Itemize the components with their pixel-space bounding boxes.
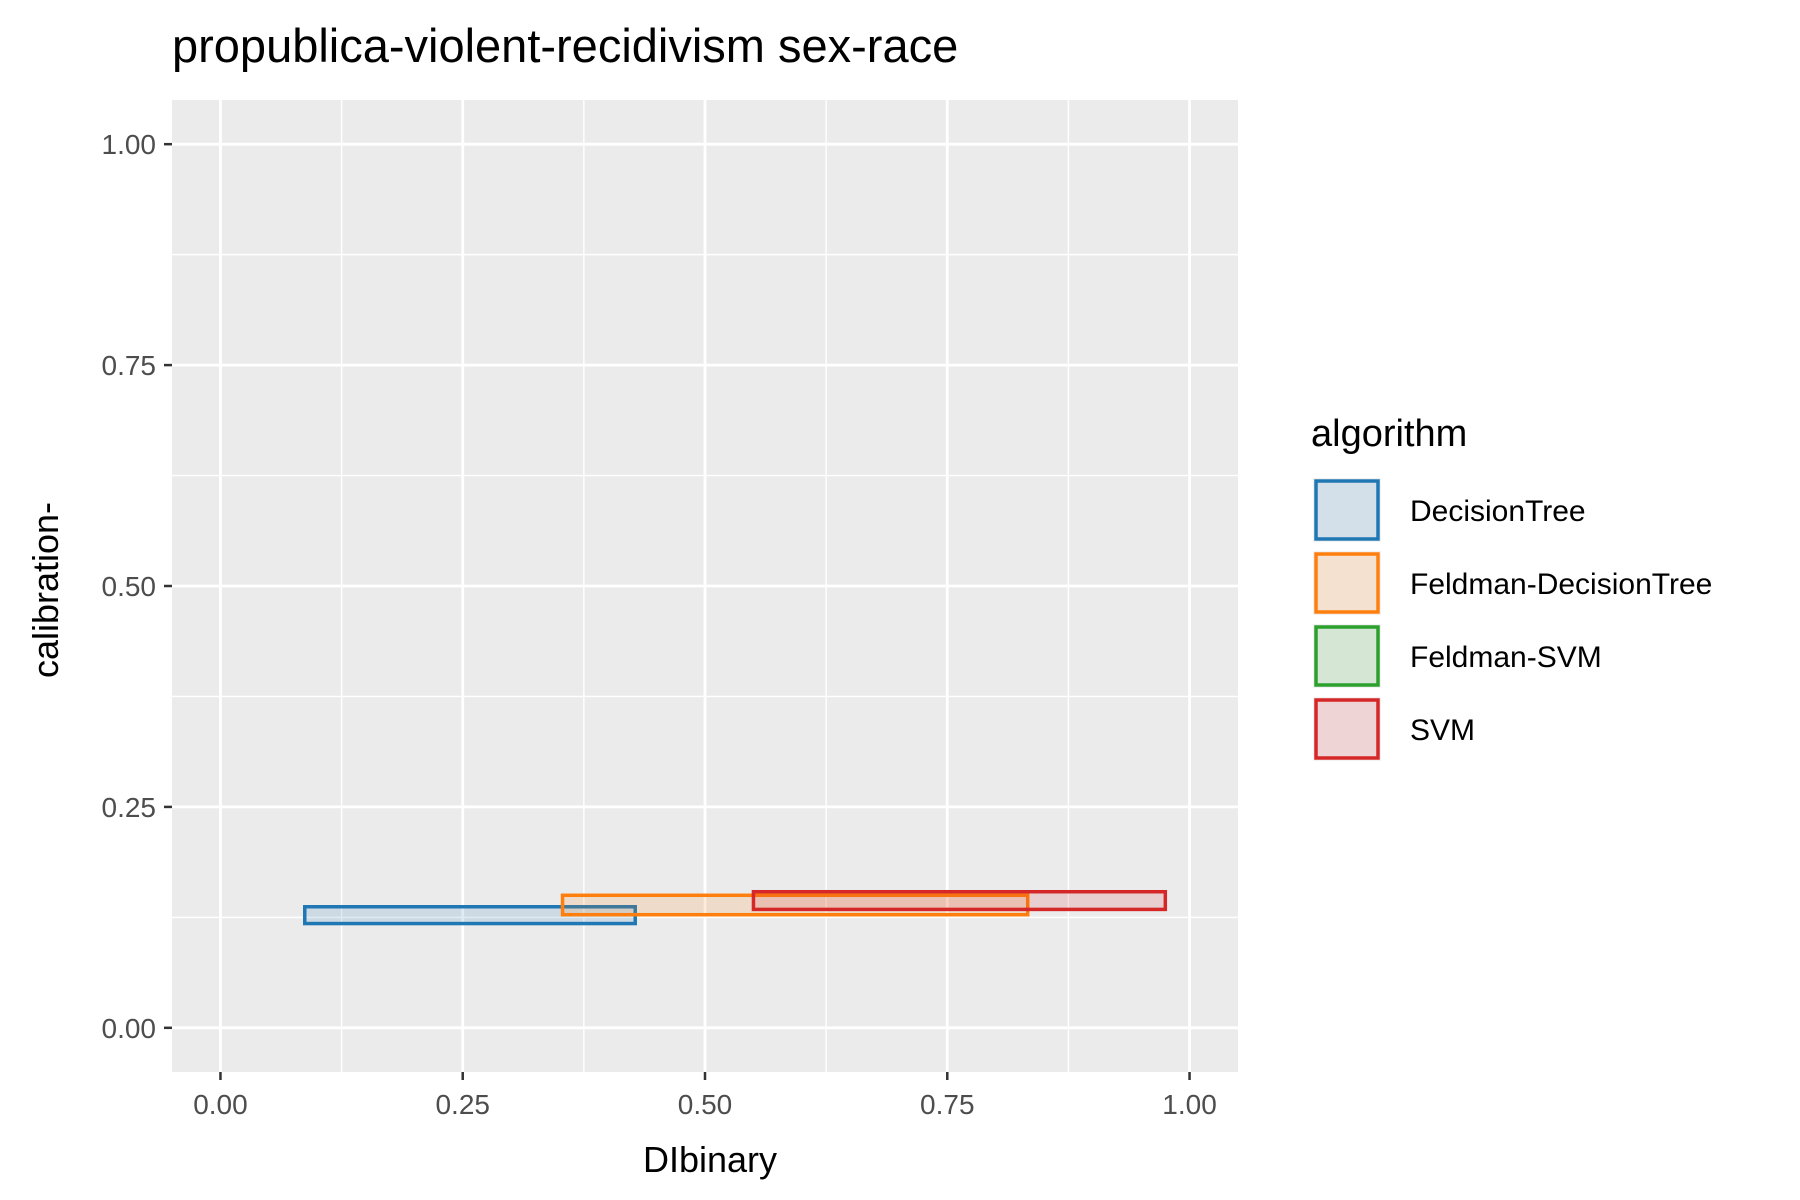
x-axis-title: DIbinary bbox=[643, 1139, 777, 1180]
legend-key-background bbox=[1313, 551, 1381, 615]
legend-swatch bbox=[1314, 479, 1380, 541]
legend-key-background bbox=[1313, 697, 1381, 761]
legend-label: Feldman-SVM bbox=[1410, 641, 1602, 674]
legend-items: DecisionTree Feldman-DecisionTree Feldman-… bbox=[1313, 478, 1712, 761]
x-tick-label: 1.00 bbox=[1162, 1089, 1217, 1120]
legend-key-background bbox=[1313, 624, 1381, 688]
legend-swatch bbox=[1314, 698, 1380, 760]
chart-title: propublica-violent-recidivism sex-race bbox=[172, 19, 958, 72]
y-axis-title: calibration- bbox=[25, 502, 66, 678]
legend-label: DecisionTree bbox=[1410, 495, 1586, 528]
plot-panel bbox=[172, 100, 1238, 1072]
y-tick-label: 0.25 bbox=[102, 792, 157, 823]
x-tick-label: 0.00 bbox=[193, 1089, 248, 1120]
legend-label: SVM bbox=[1410, 714, 1475, 747]
axis-ticks: 0.00 0.25 0.50 0.75 1.00 0.00 0.25 0.50 0.75 1.00 bbox=[102, 129, 1217, 1120]
legend-item: Feldman-SVM bbox=[1313, 624, 1602, 688]
legend-item: Feldman-DecisionTree bbox=[1313, 551, 1712, 615]
legend-key-background bbox=[1313, 478, 1381, 542]
x-tick-label: 0.25 bbox=[435, 1089, 490, 1120]
x-tick-label: 0.50 bbox=[678, 1089, 733, 1120]
legend-item: DecisionTree bbox=[1313, 478, 1586, 542]
x-tick-label: 0.75 bbox=[920, 1089, 975, 1120]
legend: algorithm DecisionTree Feldman-DecisionTr… bbox=[1311, 413, 1712, 761]
rect-svm bbox=[751, 889, 1168, 912]
y-tick-label: 0.75 bbox=[102, 350, 157, 381]
legend-title: algorithm bbox=[1311, 413, 1467, 455]
legend-swatch bbox=[1314, 552, 1380, 614]
legend-label: Feldman-DecisionTree bbox=[1410, 568, 1712, 601]
legend-swatch bbox=[1314, 625, 1380, 687]
y-tick-label: 1.00 bbox=[102, 129, 157, 160]
y-tick-label: 0.50 bbox=[102, 571, 157, 602]
data-rectangles bbox=[303, 889, 1168, 926]
legend-item: SVM bbox=[1313, 697, 1475, 761]
y-tick-label: 0.00 bbox=[102, 1013, 157, 1044]
